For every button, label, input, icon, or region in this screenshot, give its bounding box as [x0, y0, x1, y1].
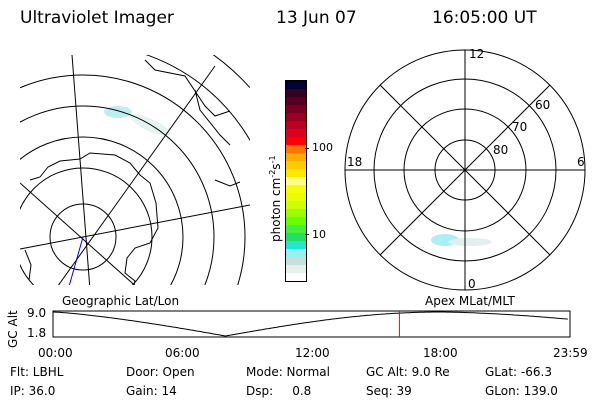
colorbar-band — [286, 233, 306, 241]
colorbar-band — [286, 97, 306, 105]
colorbar-tick-10: 10 — [312, 228, 326, 241]
colorbar — [285, 80, 307, 282]
status-field: IP: 36.0 — [10, 384, 56, 398]
status-field: GLat: -66.3 — [485, 365, 552, 379]
colorbar-band — [286, 153, 306, 161]
altitude-curve — [52, 311, 568, 337]
xtick-2: 12:00 — [295, 346, 330, 360]
status-field: GLon: 139.0 — [485, 384, 558, 398]
colorbar-band — [286, 177, 306, 185]
mlat-label-60: 60 — [535, 98, 551, 112]
mlat-label-70: 70 — [512, 120, 528, 134]
xtick-0: 00:00 — [38, 346, 73, 360]
status-field: GC Alt: 9.0 Re — [366, 365, 450, 379]
colorbar-band — [286, 129, 306, 137]
geographic-label: Geographic Lat/Lon — [62, 294, 180, 308]
coastline — [29, 152, 159, 285]
xtick-4: 23:59 — [553, 346, 588, 360]
sun-direction-line — [68, 236, 84, 285]
colorbar-band — [286, 257, 306, 265]
coastline — [24, 179, 241, 281]
colorbar-band — [286, 249, 306, 257]
colorbar-tick-mark — [305, 148, 309, 149]
xtick-3: 18:00 — [423, 346, 458, 360]
colorbar-band — [286, 217, 306, 225]
colorbar-band — [286, 225, 306, 233]
mlt-label-12: 12 — [469, 47, 485, 61]
mlt-label-0: 0 — [468, 277, 476, 291]
mlt-label-6: 6 — [577, 155, 585, 169]
ytick-min: 1.8 — [27, 326, 47, 340]
colorbar-band — [286, 145, 306, 153]
colorbar-band — [286, 81, 306, 89]
instrument-title: Ultraviolet Imager — [20, 8, 174, 28]
status-field: Gain: 14 — [126, 384, 177, 398]
status-field: Seq: 39 — [366, 384, 412, 398]
status-field: Door: Open — [126, 365, 195, 379]
colorbar-band — [286, 185, 306, 193]
colorbar-band — [286, 169, 306, 177]
colorbar-band — [286, 105, 306, 113]
colorbar-band — [286, 209, 306, 217]
time-label: 16:05:00 UT — [432, 8, 537, 28]
colorbar-band — [286, 161, 306, 169]
colorbar-band — [286, 113, 306, 121]
apex-label: Apex MLat/MLT — [425, 294, 515, 308]
colorbar-tick-mark — [305, 234, 309, 235]
status-field: Dsp: 0.8 — [246, 384, 312, 398]
colorbar-band — [286, 137, 306, 145]
coastline — [144, 59, 231, 146]
colorbar-band — [286, 121, 306, 129]
colorbar-tick-100: 100 — [312, 141, 333, 154]
status-field: Mode: Normal — [246, 365, 330, 379]
colorbar-band — [286, 241, 306, 249]
xtick-1: 06:00 — [165, 346, 200, 360]
date-label: 13 Jun 07 — [276, 8, 357, 28]
ytick-max: 9.0 — [27, 306, 47, 320]
colorbar-band — [286, 273, 306, 281]
latitude-rings — [20, 55, 250, 285]
colorbar-band — [286, 89, 306, 97]
colorbar-band — [286, 201, 306, 209]
colorbar-band — [286, 193, 306, 201]
mlat-label-80: 80 — [493, 143, 509, 157]
mlt-label-18: 18 — [347, 155, 363, 169]
status-field: Flt: LBHL — [10, 365, 64, 379]
colorbar-band — [286, 265, 306, 273]
